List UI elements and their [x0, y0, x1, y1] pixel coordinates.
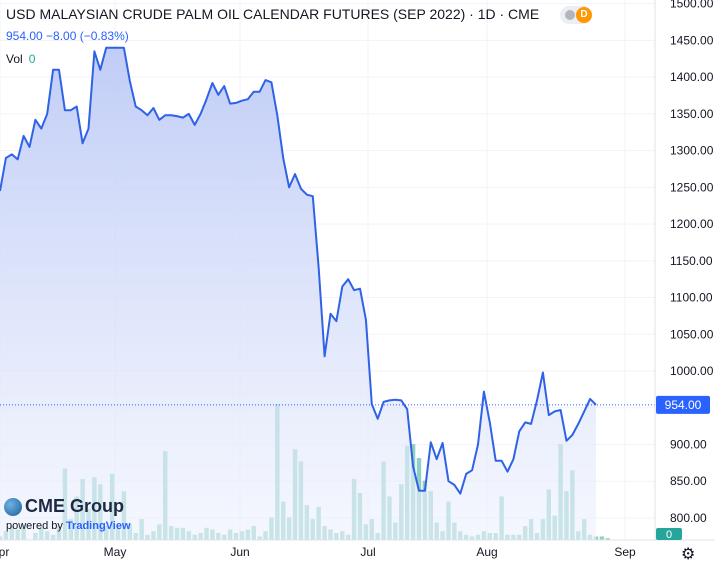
y-tick-label: 1350.00 — [670, 107, 714, 121]
volume-tag: 0 — [656, 528, 682, 541]
y-tick-label: 1050.00 — [670, 327, 714, 341]
logo-text: CME Group — [25, 496, 124, 516]
x-tick-label: Jun — [230, 545, 249, 559]
volume-legend-value: 0 — [28, 52, 36, 66]
y-tick-label: 1250.00 — [670, 180, 714, 194]
price-line — [0, 46, 597, 495]
volume-tag-label: 0 — [666, 529, 672, 541]
y-tick-label: 1000.00 — [670, 364, 714, 378]
price-axis: 800.00850.00900.00950.001000.001050.0011… — [670, 0, 714, 525]
x-tick-label: Apr — [0, 545, 9, 559]
cme-globe-icon — [4, 497, 22, 516]
x-tick-label: Jul — [360, 545, 375, 559]
y-tick-label: 1100.00 — [670, 291, 713, 305]
price-quote: 954.00 −8.00 (−0.83%) — [6, 29, 129, 43]
data-status-toggle[interactable]: D — [560, 6, 592, 24]
status-dot-icon — [565, 10, 575, 20]
y-tick-label: 1150.00 — [670, 254, 713, 268]
tradingview-brand: TradingView — [65, 520, 131, 532]
y-tick-label: 1500.00 — [670, 0, 714, 11]
x-tick-label: Sep — [614, 545, 636, 559]
volume-legend: Vol 0 — [6, 52, 35, 66]
powered-by-prefix: powered by — [6, 520, 63, 532]
volume-bar — [599, 536, 605, 540]
cme-group-logo[interactable]: CME Group — [4, 496, 124, 517]
x-tick-label: May — [104, 545, 127, 559]
last-price-tag: 954.00 — [656, 395, 710, 414]
chart-title: USD MALAYSIAN CRUDE PALM OIL CALENDAR FU… — [6, 6, 540, 22]
volume-legend-label: Vol — [6, 52, 23, 66]
volume-bar — [605, 538, 611, 540]
x-tick-label: Aug — [476, 545, 497, 559]
y-tick-label: 1400.00 — [670, 70, 714, 84]
last-price-label: 954.00 — [665, 398, 702, 412]
y-tick-label: 800.00 — [670, 511, 707, 525]
gear-icon[interactable]: ⚙ — [681, 546, 696, 563]
y-tick-label: 1300.00 — [670, 144, 714, 158]
time-axis: Apr May Jun Jul Aug Sep — [0, 545, 636, 559]
delayed-data-badge[interactable]: D — [576, 7, 592, 23]
price-area-fill — [0, 47, 596, 541]
powered-by[interactable]: powered by TradingView — [6, 520, 131, 532]
y-tick-label: 1450.00 — [670, 33, 714, 47]
y-tick-label: 1200.00 — [670, 217, 714, 231]
y-tick-label: 850.00 — [670, 474, 707, 488]
y-tick-label: 900.00 — [670, 437, 707, 451]
